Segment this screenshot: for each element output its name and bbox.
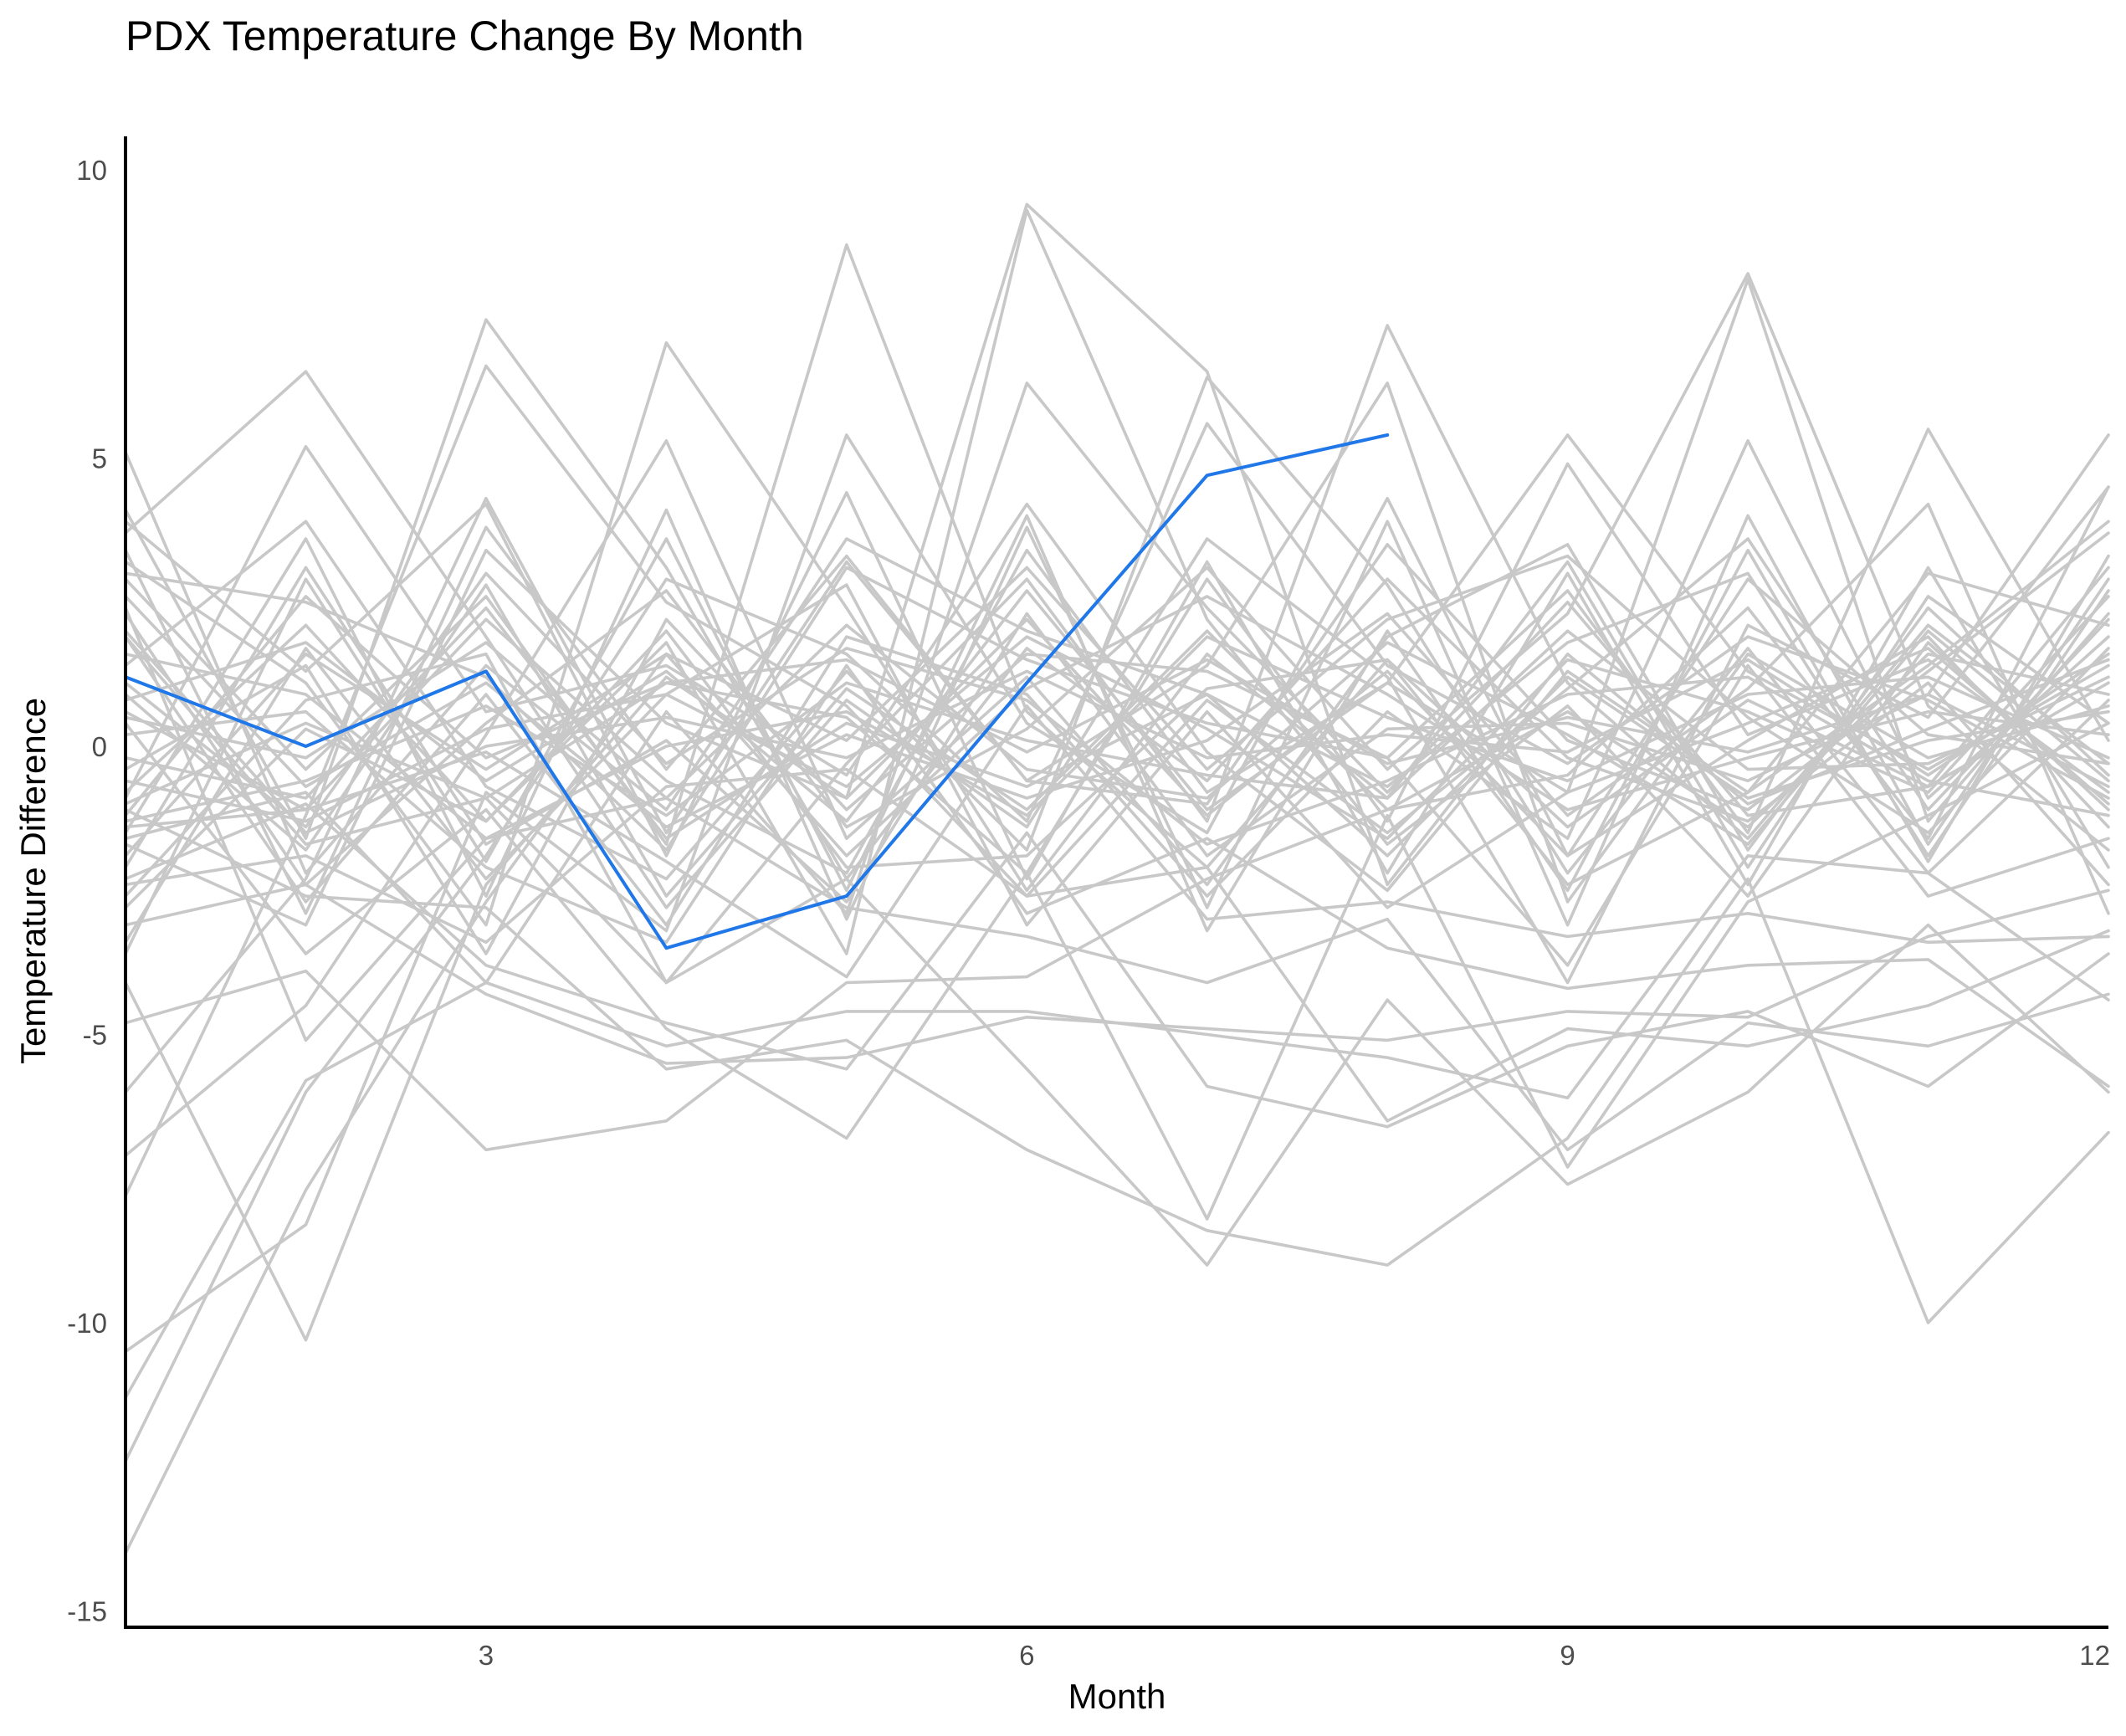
y-tick-label: -15: [67, 1596, 107, 1627]
x-tick-label: 9: [1560, 1640, 1575, 1671]
y-tick-label: 0: [92, 731, 107, 762]
x-axis-title: Month: [1068, 1677, 1166, 1716]
series-line-23: [124, 433, 2110, 1354]
series-line-6: [124, 208, 2110, 955]
series-line-36: [124, 767, 2110, 1123]
series-layer: [124, 202, 2110, 1555]
y-axis-title: Temperature Difference: [13, 698, 53, 1064]
x-tick-label: 12: [2079, 1640, 2110, 1671]
series-line-42: [124, 595, 2110, 858]
series-line-47: [124, 589, 2110, 823]
y-tick-label: -10: [67, 1308, 107, 1339]
series-line-41: [124, 571, 2110, 846]
series-line-30: [124, 791, 2110, 1100]
series-line-43: [124, 623, 2110, 846]
series-line-28: [124, 652, 2110, 1152]
series-line-8: [124, 376, 2110, 881]
chart-title: PDX Temperature Change By Month: [126, 13, 804, 59]
series-line-25: [124, 422, 2110, 1463]
series-line-48: [124, 606, 2110, 858]
highlight-series-line: [124, 433, 1390, 950]
series-line-54: [124, 490, 2110, 887]
series-line-51: [124, 525, 2110, 915]
x-tick-label: 6: [1019, 1640, 1034, 1671]
series-line-39: [124, 566, 2110, 967]
y-tick-label: 5: [92, 443, 107, 474]
series-line-44: [124, 595, 2110, 841]
series-line-19: [124, 444, 2110, 893]
series-line-5: [124, 243, 2110, 869]
x-tick-label: 3: [479, 1640, 494, 1671]
series-line-50: [124, 658, 2110, 806]
series-line-35: [124, 606, 2110, 1152]
series-line-17: [124, 433, 2110, 904]
y-tick-labels: -15 -10 -5 0 5 10: [67, 155, 107, 1627]
series-line-32: [124, 807, 2110, 1324]
y-tick-label: -5: [83, 1020, 107, 1051]
highlight-layer: [124, 433, 1390, 950]
series-line-12: [124, 433, 2110, 875]
y-tick-label: 10: [76, 155, 107, 186]
series-line-16: [124, 502, 2110, 915]
x-tick-labels: 3 6 9 12: [479, 1640, 2110, 1671]
series-line-46: [124, 629, 2110, 823]
series-line-37: [124, 663, 2110, 1088]
series-line-14: [124, 438, 2110, 927]
series-line-7: [124, 202, 2110, 927]
series-line-22: [124, 364, 2110, 1198]
